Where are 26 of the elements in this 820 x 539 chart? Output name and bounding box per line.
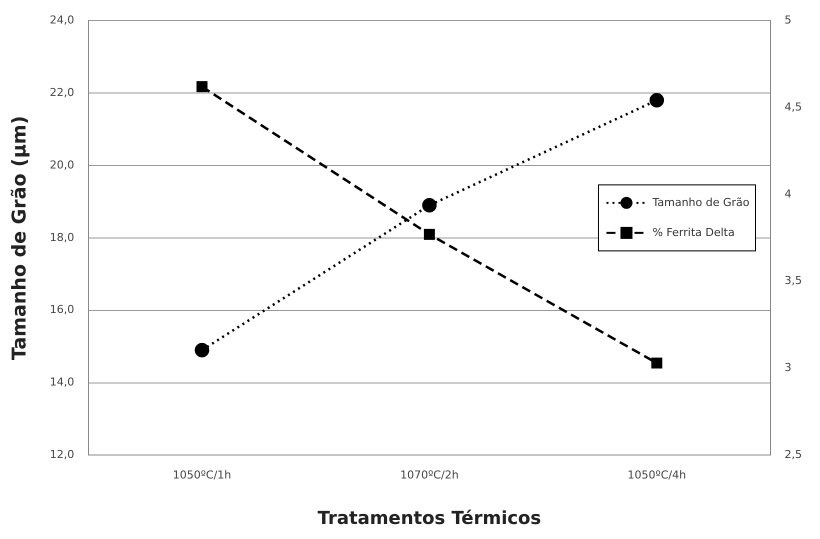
y2-tick-label: 2,5 — [784, 448, 802, 462]
y-axis-title: Tamanho de Grão (µm) — [8, 116, 30, 360]
point — [194, 342, 210, 358]
legend-label: Tamanho de Grão — [651, 196, 750, 209]
y-tick-label: 24,0 — [50, 13, 74, 26]
y-tick-label: 20,0 — [50, 158, 74, 172]
y-tick-label: 14,0 — [50, 376, 74, 389]
y2-tick-label: 5 — [784, 13, 792, 26]
x-tick-label: 1050ºC/1h — [172, 468, 232, 482]
point — [422, 198, 437, 213]
y-tick-label: 16,0 — [50, 303, 74, 316]
point — [650, 93, 664, 108]
x-tick-label: 1050ºC/4h — [628, 468, 686, 482]
x-tick-label: 1070ºC/2h — [400, 468, 459, 482]
y2-tick-label: 3 — [784, 361, 792, 374]
point — [424, 228, 435, 240]
y-tick-label: 22,0 — [50, 86, 74, 99]
point — [196, 81, 208, 92]
y2-tick-label: 4,5 — [784, 100, 802, 114]
y2-tick-label: 3,5 — [784, 274, 802, 288]
y-tick-label: 18,0 — [50, 230, 74, 244]
y2-tick-label: 4 — [784, 187, 792, 200]
x-axis-title: Tratamentos Térmicos — [318, 508, 542, 529]
point — [651, 358, 662, 369]
y-tick-label: 12,0 — [50, 448, 74, 462]
legend-label: % Ferrita Delta — [652, 226, 735, 239]
